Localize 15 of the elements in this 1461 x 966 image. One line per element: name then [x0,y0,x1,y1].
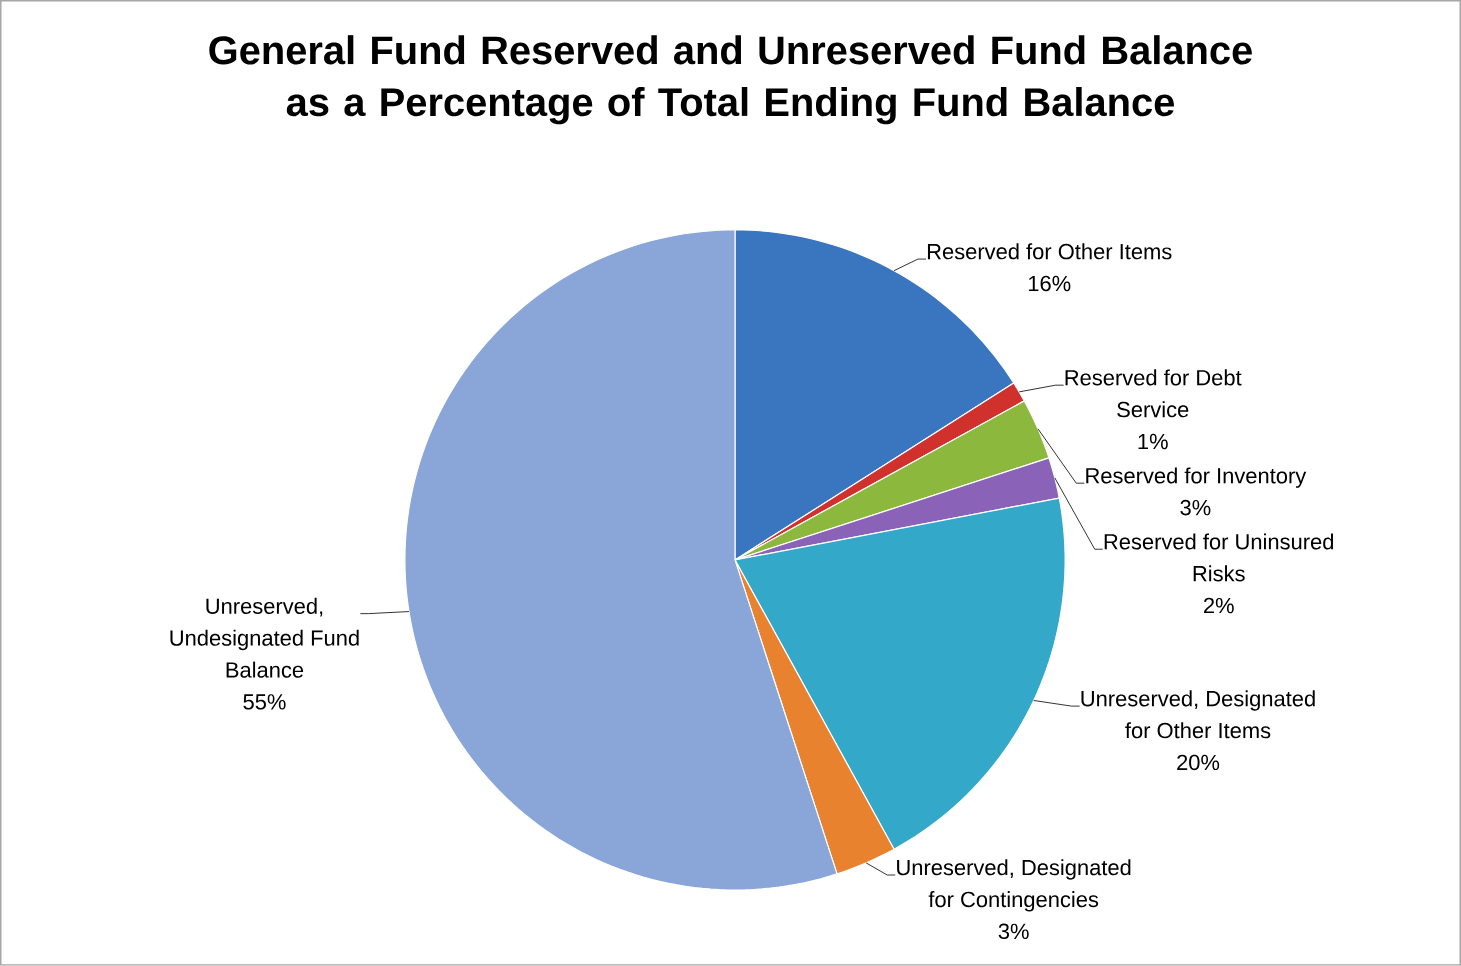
slice-label: Reserved for Inventory [1086,467,1307,488]
data-label: 55% [243,694,286,710]
chart-title: General Fund Reserved and Unreserved Fund Balance as a Percentage of Total Ending Fund Balance [209,35,1252,125]
data-label: 20% [1177,754,1220,771]
data-label: 3% [1180,499,1211,516]
slice-label: Unreserved, Designated for Other Items [1081,690,1315,739]
data-label: 1% [1138,433,1168,450]
slice-label: Reserved for Debt Service [1065,369,1242,418]
data-label: 2% [1203,597,1234,614]
data-label: 16% [1028,275,1071,292]
slice-label: Reserved for Uninsured Risks [1104,533,1334,582]
data-label: 3% [998,923,1029,940]
slice-label: Reserved for Other Items [927,243,1172,260]
slice-label: Unreserved, Undesignated Fund Balance [170,597,359,678]
slice-label: Unreserved, Designated for Contingencies [897,859,1131,912]
